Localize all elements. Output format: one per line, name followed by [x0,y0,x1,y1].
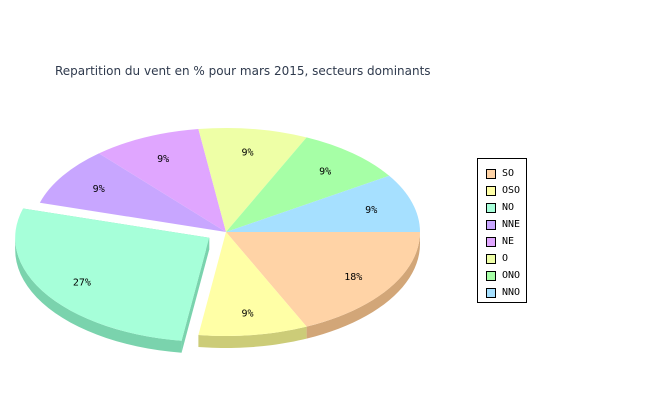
pie-slice-ne [98,129,226,232]
pie-slice-nne [39,153,226,232]
legend-label: NO [502,202,515,213]
legend-label: NNO [502,287,521,298]
slice-label-oso: 9% [241,308,253,319]
legend-swatch [486,270,496,281]
slice-label-so: 18% [344,272,362,283]
slice-label-nne: 9% [93,184,105,195]
legend-label: OSO [502,185,521,196]
pie-side-oso [198,326,307,348]
pie-slice-ono [226,137,390,232]
legend-swatch [486,253,496,264]
legend-item-oso: OSO [486,182,526,199]
legend-label: O [502,253,509,264]
pie-side-no [15,237,182,353]
legend-item-ono: ONO [486,267,526,284]
pie-slice-nno [226,175,420,232]
pie-slice-o [198,128,307,232]
legend-swatch [486,202,496,213]
legend-item-o: O [486,250,526,267]
legend-item-so: SO [486,165,526,182]
legend-label: SO [502,168,515,179]
legend-label: NNE [502,219,521,230]
slice-label-ono: 9% [319,167,331,178]
chart-legend: SO OSO NO NNE NE O ONO NNO [477,158,527,303]
legend-swatch [486,168,496,179]
slice-label-nno: 9% [365,205,377,216]
legend-label: NE [502,236,515,247]
pie-side-so [306,232,420,339]
legend-item-ne: NE [486,233,526,250]
legend-label: ONO [502,270,521,281]
slice-label-no: 27% [73,278,91,289]
pie-cut-no-0 [181,237,210,353]
chart-title: Repartition du vent en % pour mars 2015,… [55,64,431,78]
legend-item-no: NO [486,199,526,216]
slice-label-o: 9% [241,148,253,159]
legend-swatch [486,287,496,298]
legend-swatch [486,185,496,196]
pie-slice-no [15,208,210,341]
legend-item-nno: NNO [486,284,526,301]
legend-swatch [486,236,496,247]
pie-slice-oso [198,232,307,336]
legend-item-nne: NNE [486,216,526,233]
pie-slice-so [226,232,420,327]
legend-swatch [486,219,496,230]
slice-label-ne: 9% [157,154,169,165]
